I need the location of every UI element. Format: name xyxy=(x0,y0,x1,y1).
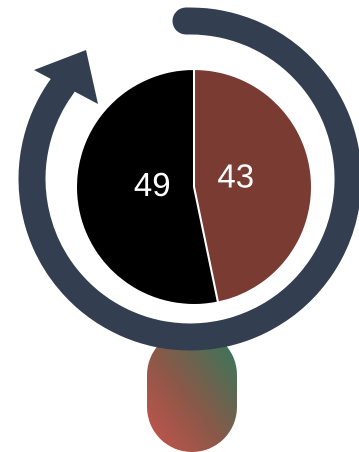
pie-chart: 43 49 xyxy=(75,67,313,306)
pie-slice-label-0: 43 xyxy=(217,157,254,194)
circular-arrow-icon xyxy=(18,7,359,351)
handle-icon xyxy=(147,330,237,452)
pie-slice-1 xyxy=(75,67,220,306)
pie-slice-label-1: 49 xyxy=(134,166,171,203)
pie-slice-0 xyxy=(193,67,313,304)
